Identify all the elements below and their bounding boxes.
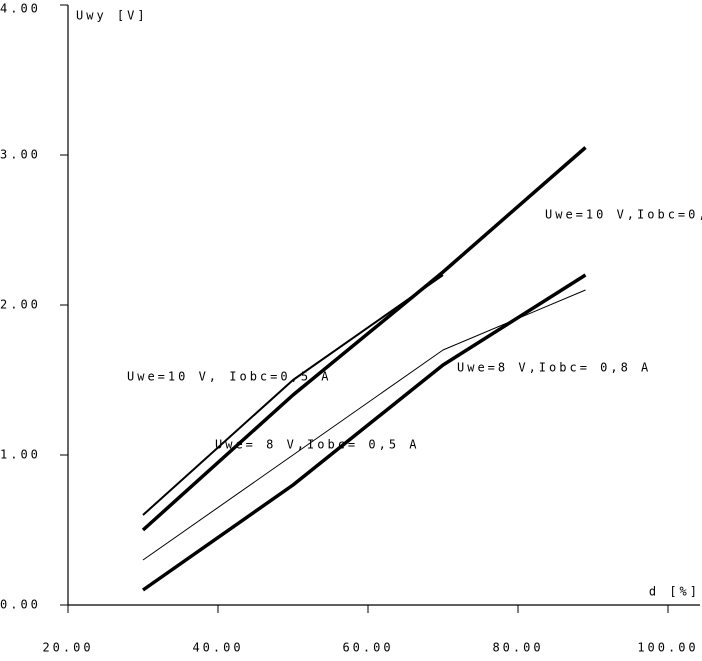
y-tick-label: 1.00: [0, 448, 41, 462]
y-axis-label: Uwy [V]: [76, 9, 148, 23]
y-tick-label: 4.00: [0, 2, 41, 16]
series-label: Uwe=10 V,Iobc=0,8 A: [545, 208, 702, 222]
y-tick-label: 3.00: [0, 148, 41, 162]
y-tick-label: 0.00: [0, 598, 41, 612]
x-axis-label: d [%]: [649, 585, 700, 599]
series-line: [141, 146, 587, 532]
y-tick-label: 2.00: [0, 298, 41, 312]
x-tick-label: 20.00: [42, 641, 93, 655]
x-tick-label: 100.00: [637, 641, 698, 655]
series-label: Uwe= 8 V,Iobc= 0,5 A: [215, 438, 420, 452]
series-label: Uwe=8 V,Iobc= 0,8 A: [457, 361, 651, 375]
series-line: [141, 273, 587, 592]
x-tick-label: 60.00: [342, 641, 393, 655]
series-label: Uwe=10 V, Iobc=0,5 A: [127, 370, 332, 384]
series-line: [142, 274, 444, 516]
x-tick-label: 40.00: [192, 641, 243, 655]
x-tick-label: 80.00: [492, 641, 543, 655]
